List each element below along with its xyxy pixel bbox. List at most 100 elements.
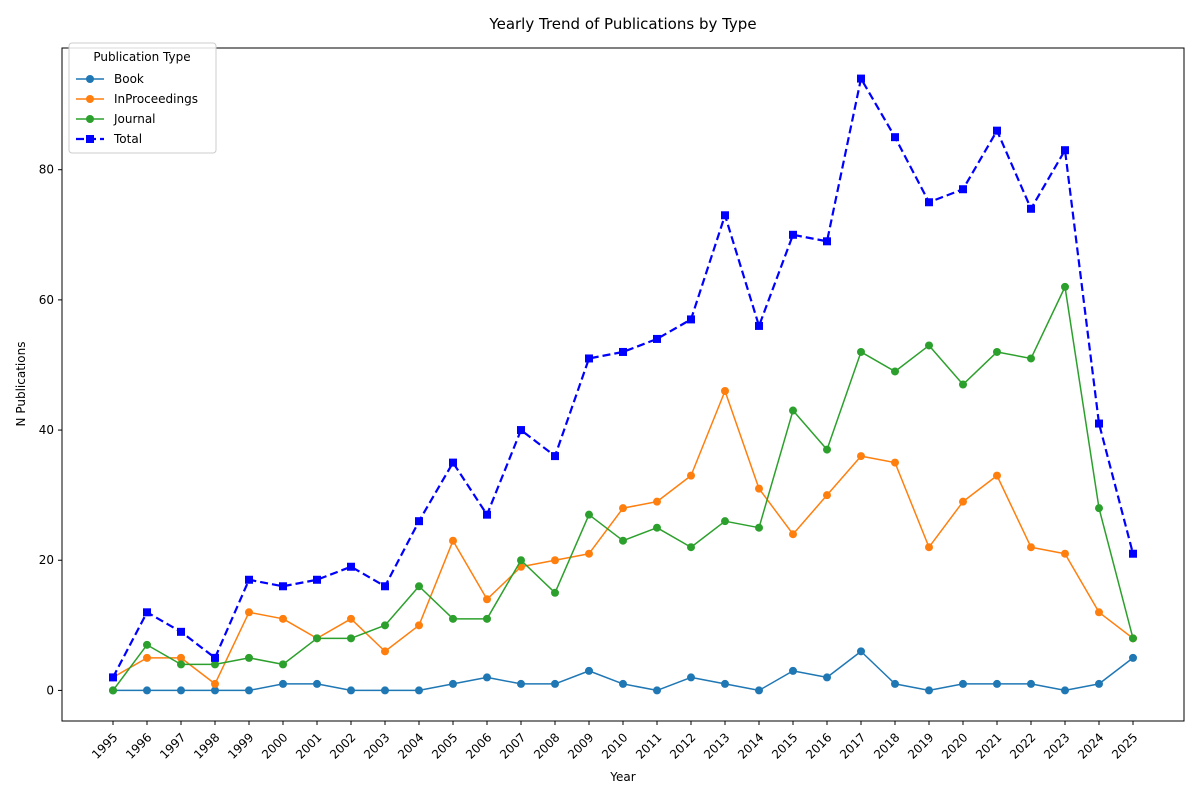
data-point [619, 504, 627, 513]
data-point [925, 543, 933, 552]
data-point [1061, 282, 1069, 291]
x-tick-label: 2020 [939, 730, 970, 761]
data-point [653, 334, 661, 343]
legend-marker [86, 135, 94, 143]
data-point [449, 614, 457, 623]
data-point [789, 230, 797, 239]
y-axis: 0 20 40 60 80 [39, 163, 62, 697]
chart-title: Yearly Trend of Publications by Type [488, 15, 756, 33]
x-tick-label: 2019 [905, 730, 936, 761]
data-point [143, 640, 151, 649]
data-point [449, 679, 457, 688]
data-point [585, 666, 593, 675]
data-point [313, 679, 321, 688]
data-point [585, 354, 593, 363]
data-point [109, 673, 117, 682]
data-point [177, 686, 185, 695]
x-tick-label: 2012 [667, 730, 698, 761]
x-tick-label: 2016 [803, 730, 834, 761]
legend: Publication Type Book InProceedings Journa… [68, 42, 217, 154]
data-point [1095, 504, 1103, 513]
series-inproceedings [109, 387, 1137, 688]
legend-item-journal: Journal [76, 112, 156, 126]
data-point [891, 367, 899, 376]
data-point [449, 458, 457, 467]
data-point [449, 536, 457, 545]
data-point [517, 679, 525, 688]
x-tick-label: 2011 [633, 730, 664, 761]
data-point [891, 133, 899, 142]
data-point [653, 497, 661, 506]
series-layer [109, 74, 1137, 695]
data-point [993, 126, 1001, 135]
data-point [245, 686, 253, 695]
x-tick-label: 2010 [599, 730, 630, 761]
data-point [789, 530, 797, 539]
data-point [143, 653, 151, 662]
x-tick-label: 1999 [225, 730, 256, 761]
x-tick-label: 2015 [769, 730, 800, 761]
legend-item-book: Book [76, 72, 144, 86]
data-point [245, 575, 253, 584]
data-point [823, 491, 831, 500]
data-point [653, 523, 661, 532]
data-point [415, 686, 423, 695]
data-point [1129, 634, 1137, 643]
legend-box [68, 42, 217, 154]
data-point [1095, 419, 1103, 428]
x-tick-label: 1997 [157, 730, 188, 761]
data-point [925, 686, 933, 695]
x-axis-label: Year [609, 770, 635, 784]
data-point [755, 321, 763, 330]
data-point [959, 380, 967, 389]
data-point [1027, 679, 1035, 688]
legend-label: InProceedings [114, 92, 198, 106]
x-tick-label: 1998 [191, 730, 222, 761]
data-point [211, 653, 219, 662]
x-tick-label: 2006 [463, 730, 494, 761]
data-point [415, 517, 423, 526]
data-point [585, 549, 593, 558]
data-point [211, 660, 219, 669]
data-point [585, 510, 593, 519]
data-point [755, 484, 763, 493]
data-point [347, 686, 355, 695]
data-point [687, 471, 695, 480]
y-axis-label: N Publications [14, 342, 28, 427]
data-point [619, 679, 627, 688]
data-point [143, 608, 151, 617]
y-tick-label: 20 [39, 553, 54, 567]
data-point [755, 686, 763, 695]
data-point [993, 471, 1001, 480]
data-point [347, 562, 355, 571]
data-point [517, 556, 525, 565]
data-point [619, 536, 627, 545]
data-point [211, 679, 219, 688]
series-line [112, 77, 1135, 678]
data-point [381, 621, 389, 630]
x-tick-label: 2000 [259, 730, 290, 761]
data-point [721, 387, 729, 396]
data-point [653, 686, 661, 695]
x-tick-label: 2002 [327, 730, 358, 761]
data-point [517, 426, 525, 435]
data-point [245, 653, 253, 662]
data-point [381, 582, 389, 591]
data-point [177, 653, 185, 662]
data-point [721, 211, 729, 220]
data-point [1129, 653, 1137, 662]
x-tick-label: 2013 [701, 730, 732, 761]
data-point [143, 686, 151, 695]
series-total [109, 74, 1137, 682]
data-point [1027, 543, 1035, 552]
data-point [993, 679, 1001, 688]
x-tick-label: 2007 [497, 730, 528, 761]
data-point [891, 679, 899, 688]
data-point [415, 621, 423, 630]
data-point [279, 679, 287, 688]
data-point [823, 673, 831, 682]
x-axis: 1995 1996 1997 1998 1999 2000 2001 2002 2003 2004… [89, 721, 1141, 762]
legend-title: Publication Type [93, 50, 190, 64]
data-point [483, 614, 491, 623]
data-point [483, 510, 491, 519]
